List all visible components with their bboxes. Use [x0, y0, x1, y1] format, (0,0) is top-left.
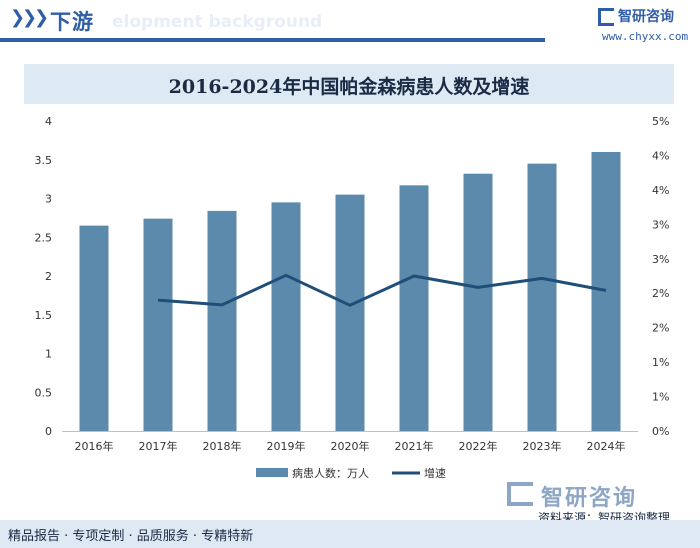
brand-url: www.chyxx.com [602, 30, 689, 43]
x-axis-tick-label: 2024年 [587, 439, 626, 453]
bar [79, 225, 109, 431]
y-axis-tick-label: 3 [45, 193, 52, 206]
y2-axis-tick-label: 0% [652, 425, 669, 438]
chevron-right-icon: ❯ [22, 7, 38, 28]
y2-axis-tick-label: 3% [652, 253, 669, 266]
y2-axis-tick-label: 2% [652, 287, 669, 300]
y-axis-tick-label: 4 [45, 115, 52, 128]
x-axis-tick-label: 2016年 [75, 439, 114, 453]
bar [527, 163, 557, 431]
bar [271, 202, 301, 431]
x-axis-tick-label: 2017年 [139, 439, 178, 453]
bar [463, 173, 493, 431]
series-line [157, 273, 607, 307]
chevron-right-icon: ❯ [10, 7, 26, 28]
source-mark-icon [507, 482, 533, 506]
source-logo-name: 智研咨询 [541, 486, 638, 511]
y-axis-tick-label: 1.5 [35, 309, 53, 322]
footer-bar: 精品报告 · 专项定制 · 品质服务 · 专精特新 [0, 520, 700, 548]
y2-axis-tick-label: 1% [652, 391, 669, 404]
bar [399, 185, 429, 431]
legend-swatch-bar [256, 468, 288, 477]
x-axis-tick-label: 2019年 [267, 439, 306, 453]
footer-slogan: 精品报告 · 专项定制 · 品质服务 · 专精特新 [8, 529, 254, 544]
bar [143, 218, 173, 431]
brand-name: 智研咨询 [618, 9, 674, 25]
bar [335, 194, 365, 431]
x-axis-tick-label: 2018年 [203, 439, 242, 453]
y-axis-tick-label: 2 [45, 270, 52, 283]
y2-axis-tick-label: 1% [652, 356, 669, 369]
brand-mark-icon [598, 8, 614, 26]
x-axis-tick-label: 2021年 [395, 439, 434, 453]
y-axis-tick-label: 3.5 [35, 154, 53, 167]
header-divider [0, 38, 545, 42]
y2-axis-tick-label: 5% [652, 115, 669, 128]
y-axis-tick-label: 0.5 [35, 386, 53, 399]
y-axis-tick-label: 1 [45, 348, 52, 361]
y2-axis-tick-label: 3% [652, 218, 669, 231]
chevron-right-icon: ❯ [34, 7, 50, 28]
chart-title-box: 2016-2024年中国帕金森病患人数及增速 [24, 64, 674, 104]
y2-axis-tick-label: 4% [652, 184, 669, 197]
legend-label: 增速 [424, 466, 446, 480]
y-axis-tick-label: 2.5 [35, 231, 53, 244]
chart-title: 2016-2024年中国帕金森病患人数及增速 [168, 76, 530, 98]
y2-axis-tick-label: 2% [652, 322, 669, 335]
y-axis-tick-label: 0 [45, 425, 52, 438]
page-header: ❯ ❯ ❯ elopment background 下游 智研咨询 www.ch… [0, 0, 700, 46]
legend-label: 病患人数：万人 [292, 466, 369, 480]
section-title: 下游 [50, 10, 94, 34]
x-axis-tick-label: 2020年 [331, 439, 370, 453]
bar [591, 152, 621, 431]
x-axis-tick-label: 2023年 [523, 439, 562, 453]
header-watermark-text: elopment background [112, 12, 323, 32]
bar [207, 210, 237, 431]
y2-axis-tick-label: 4% [652, 149, 669, 162]
x-axis-tick-label: 2022年 [459, 439, 498, 453]
